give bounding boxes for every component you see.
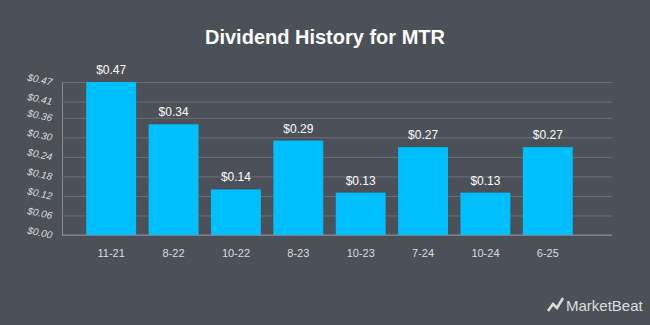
data-label: $0.27 — [533, 128, 563, 142]
x-tick-label: 10-22 — [222, 247, 250, 259]
bar — [149, 124, 199, 235]
y-tick-label: $0.18 — [25, 166, 53, 182]
data-label: $0.13 — [470, 174, 500, 188]
logo-text: MarketBeat — [566, 297, 644, 314]
data-labels: $0.47 $0.34 $0.14 $0.29 $0.13 $0.27 $0.13 $0.27 — [96, 63, 563, 188]
y-tick-label: $0.00 — [25, 224, 53, 240]
bar — [460, 193, 510, 235]
y-tick-label: $0.47 — [25, 71, 53, 87]
title: Dividend History for MTR — [205, 26, 446, 48]
data-label: $0.27 — [408, 128, 438, 142]
bar — [523, 147, 573, 235]
data-label: $0.13 — [346, 174, 376, 188]
grid-line — [62, 82, 612, 83]
x-tick-label: 10-23 — [347, 247, 375, 259]
bar — [398, 147, 448, 235]
y-tick-label: $0.41 — [25, 91, 53, 107]
x-tick: 10-23 — [347, 235, 375, 259]
chart: Dividend History for MTR$0.00$0.06$0.12$… — [0, 0, 650, 325]
logo-icon — [548, 298, 563, 311]
x-tick: 10-24 — [471, 235, 499, 259]
y-tick-label: $0.12 — [25, 185, 53, 201]
bar — [273, 141, 323, 235]
y-axis-line — [63, 83, 613, 236]
bars — [86, 82, 573, 235]
data-label: $0.34 — [159, 105, 189, 119]
x-tick: 11-21 — [98, 235, 125, 259]
y-axis: $0.00 $0.06 $0.12 $0.18 $0.24 $0.30 $0.36$0.41… — [25, 71, 612, 240]
grid-line — [62, 118, 612, 119]
data-label: $0.29 — [283, 122, 313, 136]
x-tick: 8-23 — [287, 235, 309, 259]
data-label: $0.14 — [221, 170, 251, 184]
bar — [86, 82, 136, 235]
y-tick-label: $0.30 — [25, 127, 53, 143]
y-tick-label: $0.36 — [25, 107, 53, 123]
bar — [336, 193, 386, 235]
logo: MarketBeat — [548, 297, 644, 314]
background — [0, 0, 650, 325]
data-label: $0.47 — [96, 63, 126, 77]
y-tick-label: $0.24 — [25, 146, 53, 162]
x-tick: 7-24 — [412, 235, 434, 259]
y-tick-label: $0.06 — [25, 205, 53, 221]
x-tick: 8-22 — [163, 235, 185, 259]
grid-line — [62, 137, 612, 138]
x-tick-label: 7-24 — [412, 247, 434, 259]
x-tick: 6-25 — [537, 235, 559, 259]
bar — [211, 189, 261, 235]
grid-line — [62, 102, 612, 103]
x-tick: 10-22 — [222, 235, 250, 259]
x-tick-label: 11-21 — [98, 247, 125, 259]
x-tick-label: 6-25 — [537, 247, 559, 259]
grid-line — [62, 235, 612, 236]
x-tick-label: 8-23 — [287, 247, 309, 259]
x-tick-label: 10-24 — [471, 247, 499, 259]
x-tick-label: 8-22 — [163, 247, 185, 259]
x-axis: 11-21 8-22 10-22 8-23 10-23 7-24 10-24 6-25 — [62, 235, 612, 259]
